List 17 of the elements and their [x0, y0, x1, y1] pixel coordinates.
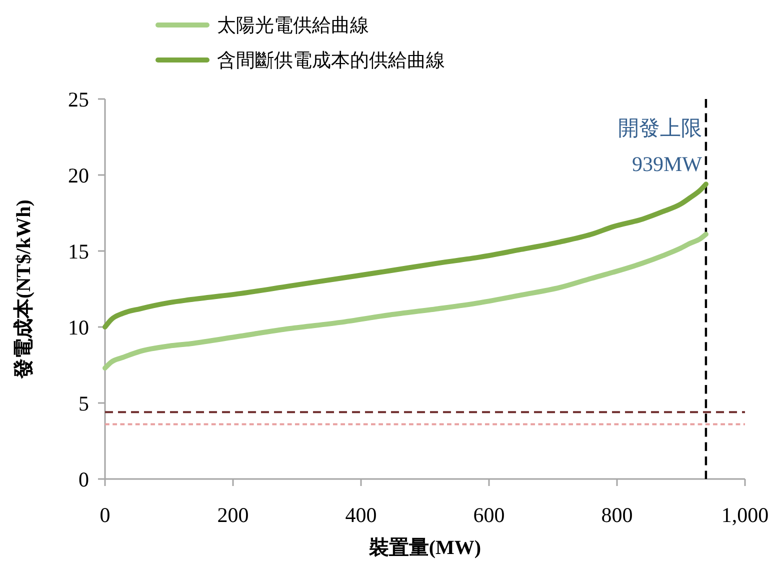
y-tick-label: 5: [78, 391, 89, 416]
y-axis-title: 發電成本(NT$/kWh): [13, 200, 35, 380]
x-tick-label: 800: [601, 503, 633, 527]
x-tick-label: 200: [217, 503, 249, 527]
y-tick-label: 20: [68, 163, 89, 188]
x-axis-title: 裝置量(MW): [368, 537, 482, 559]
x-tick-label: 0: [100, 503, 110, 527]
x-tick-label: 400: [345, 503, 377, 527]
y-tick-label: 10: [68, 315, 89, 340]
y-tick-label: 25: [68, 87, 89, 112]
y-tick-label: 0: [78, 467, 89, 492]
legend-label: 太陽光電供給曲線: [217, 16, 369, 37]
y-tick-label: 15: [68, 239, 89, 264]
ref-line-label: 開發上限 939MW: [618, 116, 702, 176]
x-tick-label: 600: [473, 503, 505, 527]
legend-label: 含間斷供電成本的供給曲線: [217, 50, 445, 72]
x-tick-label: 1,000: [721, 503, 769, 527]
